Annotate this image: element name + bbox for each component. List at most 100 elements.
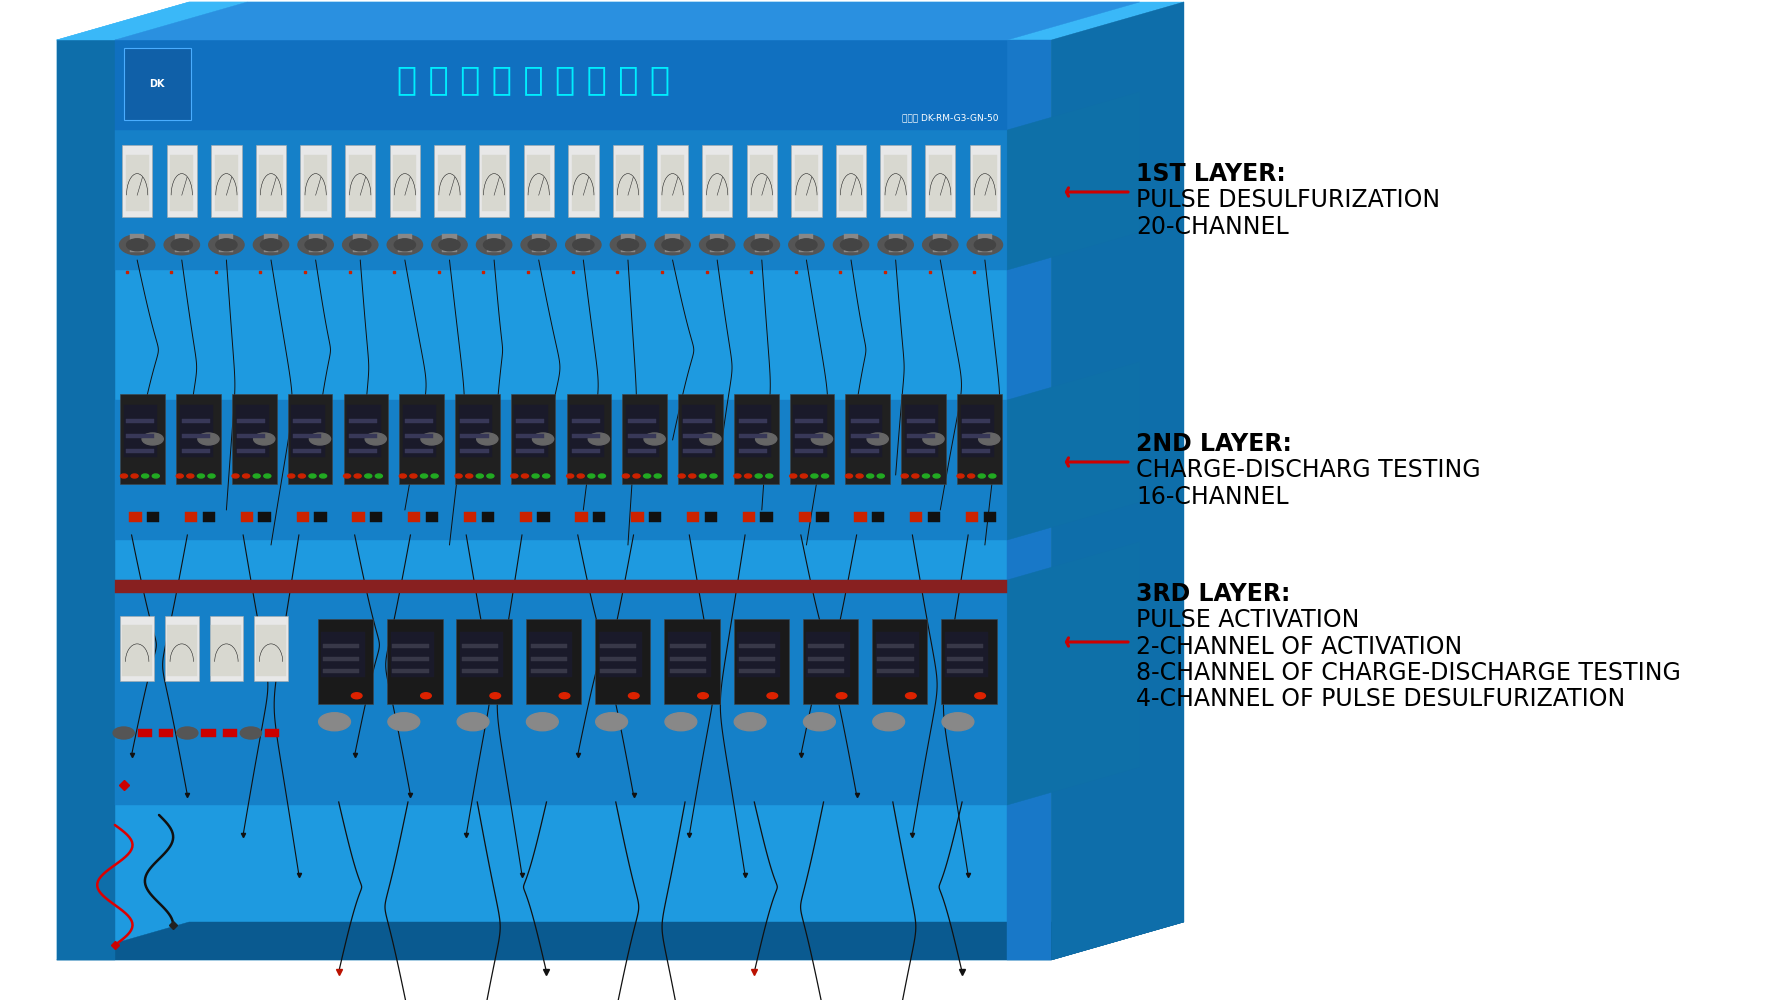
Bar [627,434,656,438]
Circle shape [209,235,244,255]
Bar [442,234,456,252]
Bar [684,448,712,452]
Circle shape [364,474,371,478]
Circle shape [599,474,606,478]
Polygon shape [1051,2,1184,960]
Bar [115,580,1007,805]
Bar [511,394,555,484]
Bar [516,419,544,423]
Circle shape [394,239,415,251]
Circle shape [979,474,986,478]
Polygon shape [115,2,1140,40]
Bar [1007,40,1051,960]
Circle shape [299,235,334,255]
Circle shape [800,474,808,478]
Circle shape [131,474,138,478]
Bar [626,405,659,457]
Circle shape [198,474,205,478]
Bar [122,145,152,217]
Bar [933,234,947,252]
Bar [300,145,330,217]
Bar [617,155,640,211]
Bar [601,644,636,648]
Text: PULSE ACTIVATION: PULSE ACTIVATION [1136,608,1359,632]
Bar [733,394,779,484]
Bar [808,657,845,661]
Circle shape [975,693,986,699]
Bar [648,512,661,522]
Polygon shape [57,2,1184,40]
Circle shape [958,474,965,478]
Bar [479,145,509,217]
Bar [963,448,991,452]
Circle shape [389,713,421,731]
Bar [387,619,442,704]
Circle shape [353,474,360,478]
Text: 1ST LAYER:: 1ST LAYER: [1136,162,1286,186]
Bar [802,619,859,704]
Circle shape [755,474,762,478]
Bar [519,512,532,522]
Bar [795,419,823,423]
Circle shape [588,433,610,445]
Circle shape [438,239,459,251]
Circle shape [617,239,638,251]
Bar [219,234,233,252]
Circle shape [845,474,852,478]
Bar [928,512,940,522]
Circle shape [751,239,772,251]
Bar [845,394,891,484]
Circle shape [127,239,148,251]
Bar [970,145,1000,217]
Bar [906,448,935,452]
Bar [322,632,364,677]
Circle shape [231,474,239,478]
Bar [391,145,421,217]
Bar [237,419,265,423]
Bar [808,669,845,673]
Bar [343,394,389,484]
Bar [873,619,928,704]
Circle shape [242,474,249,478]
Circle shape [942,713,974,731]
Bar [293,448,322,452]
Bar [392,657,429,661]
Circle shape [431,235,466,255]
Bar [739,434,767,438]
Text: 3RD LAYER:: 3RD LAYER: [1136,582,1290,606]
Bar [129,512,141,522]
Bar [790,394,834,484]
Circle shape [834,235,869,255]
Bar [799,512,811,522]
Bar [889,234,903,252]
Bar [175,234,189,252]
Bar [737,632,781,677]
Circle shape [309,474,316,478]
Bar [465,512,477,522]
Circle shape [511,474,518,478]
Bar [122,625,152,676]
Bar [120,394,164,484]
Circle shape [477,235,512,255]
Bar [482,512,495,522]
Bar [670,669,705,673]
Bar [839,155,862,211]
Text: 8-CHANNEL OF CHARGE-DISCHARGE TESTING: 8-CHANNEL OF CHARGE-DISCHARGE TESTING [1136,661,1680,685]
Circle shape [527,713,558,731]
Circle shape [366,433,387,445]
Bar [576,512,588,522]
Circle shape [320,474,327,478]
Circle shape [756,433,777,445]
Circle shape [488,474,495,478]
Bar [884,155,906,211]
Bar [661,155,684,211]
Bar [263,234,277,252]
Bar [392,669,429,673]
Circle shape [643,474,650,478]
Bar [223,729,237,737]
Bar [947,669,982,673]
Circle shape [922,235,958,255]
Bar [792,145,822,217]
Circle shape [263,474,270,478]
Bar [532,657,567,661]
